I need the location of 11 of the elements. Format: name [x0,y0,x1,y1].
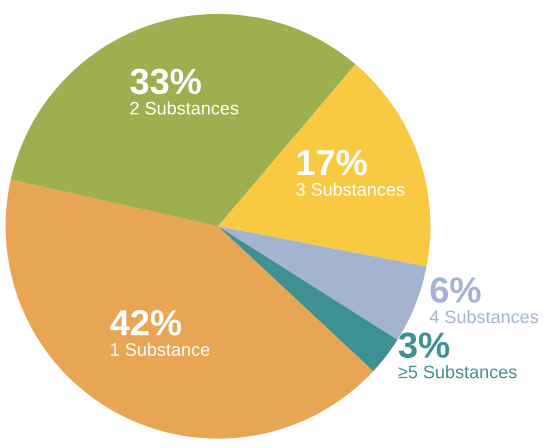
slice-label: 2 Substances [130,101,238,115]
data-label: 42% [110,310,182,336]
pie-slice [218,226,398,372]
data-label: 6% [430,277,481,303]
slice-label: 1 Substance [111,342,210,356]
slice-label: 3 Substances [296,182,404,196]
data-label: 3% [398,332,450,358]
data-label: 33% [130,68,201,94]
data-label: 17% [298,150,367,176]
slice-label: 4 Substances [430,310,538,324]
slice-label: ≥5 Substances [398,365,517,378]
